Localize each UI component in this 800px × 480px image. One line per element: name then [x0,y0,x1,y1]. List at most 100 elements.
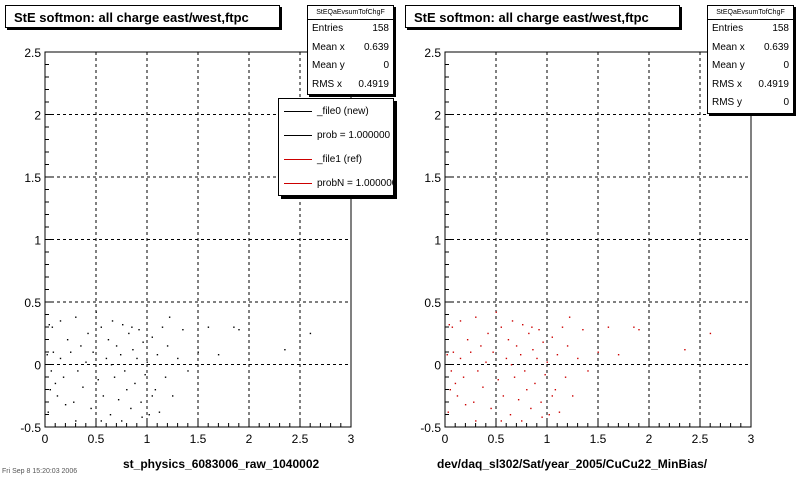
y-tick-label: 2.5 [424,46,441,60]
data-point [164,376,167,378]
data-point [121,420,123,422]
right-plot-panel: 0 0.5 1 1.5 2 2.5 3 -0.5 0 0.5 1 1.5 2 2.5 StE softmo… [400,0,800,480]
data-point [207,326,210,328]
data-point [95,311,97,313]
y-tick-label: 2 [34,109,41,123]
left-stats-row: RMS x 0.4919 [312,78,389,90]
legend-swatch [284,158,312,160]
data-point [136,357,138,360]
data-point [73,401,75,403]
data-point [151,336,153,338]
data-point [107,339,110,341]
legend-swatch [284,182,312,184]
y-tick-label: 1 [434,234,441,248]
right-stats-box: StEQaEvsumTofChgF Entries 158 Mean x 0.639… [707,5,794,114]
data-point [46,354,48,356]
y-tick-label: 1.5 [24,171,41,185]
data-point [158,411,161,413]
data-point [505,357,508,360]
data-point [462,376,465,378]
y-tick-label: 2.5 [24,46,41,60]
x-tick-label: 2.5 [292,432,309,446]
data-point [454,382,457,385]
data-point [151,395,153,397]
data-point [475,420,477,422]
data-point [51,326,54,328]
data-point [490,407,492,410]
data-point [466,339,469,341]
x-tick-label: 0.5 [488,432,505,446]
data-point [517,399,520,401]
x-tick-label: 1 [544,432,551,446]
data-point [75,420,77,422]
data-point [475,316,477,318]
data-point [187,370,189,372]
data-point [487,332,489,335]
data-point [477,370,479,372]
data-point [446,354,448,356]
data-point [100,326,102,328]
data-point [542,341,544,343]
x-tick-label: 0 [442,432,449,446]
data-point [448,324,450,326]
data-point [556,354,559,356]
y-tick-label: 2 [434,109,441,123]
right-stats-header: StEQaEvsumTofChgF [708,6,793,20]
right-stats-row: Entries 158 [712,23,789,34]
data-point [524,370,526,372]
legend-entry: prob = 1.000000 [279,123,393,147]
x-tick-label: 2 [246,432,253,446]
y-tick-label: 0 [34,359,41,373]
data-point [64,404,67,406]
data-point [452,351,455,353]
data-point [558,411,561,413]
legend-entry: probN = 1.000000 [279,171,393,195]
data-point [85,361,87,363]
data-point [561,326,564,328]
data-point [521,420,523,422]
data-point [168,316,171,318]
data-point [607,326,610,328]
x-tick-label: 3 [748,432,755,446]
data-point [138,329,140,331]
left-stats-box: StEQaEvsumTofChgF Entries 158 Mean x 0.639… [307,5,394,95]
data-point [541,416,543,418]
data-point [146,361,148,363]
data-point [497,379,499,381]
data-point [532,349,534,351]
left-stats-row: Mean x 0.639 [312,41,389,53]
legend-entry: _file0 (new) [279,99,393,123]
data-point [80,345,82,347]
data-point [534,382,536,385]
data-point [119,354,122,356]
data-point [309,332,312,335]
legend-swatch [284,134,312,136]
data-point [50,370,53,372]
data-point [530,407,532,410]
data-point [54,382,57,385]
legend-entry: _file1 (ref) [279,147,393,171]
data-point [451,326,454,328]
data-point [709,332,712,335]
y-tick-label: 0.5 [424,296,441,310]
y-tick-label: 1.5 [424,171,441,185]
data-point [459,357,462,360]
data-point [482,386,484,388]
data-point [548,414,550,416]
data-point [126,389,128,391]
x-tick-label: 1.5 [590,432,607,446]
left-plot-title: StE softmon: all charge east/west,ftpc [5,5,280,28]
data-point [82,386,84,388]
data-point [113,376,116,378]
data-point [97,379,99,381]
data-point [509,414,512,416]
data-point [172,395,174,397]
data-point [526,389,528,391]
data-point [546,361,548,363]
data-point [568,316,571,318]
data-point [522,324,524,326]
right-plot-title: StE softmon: all charge east/west,ftpc [405,5,680,28]
right-plot-canvas: 0 0.5 1 1.5 2 2.5 3-0.500.511.522.5 [420,46,755,446]
data-point [134,382,136,385]
data-point [77,370,79,372]
